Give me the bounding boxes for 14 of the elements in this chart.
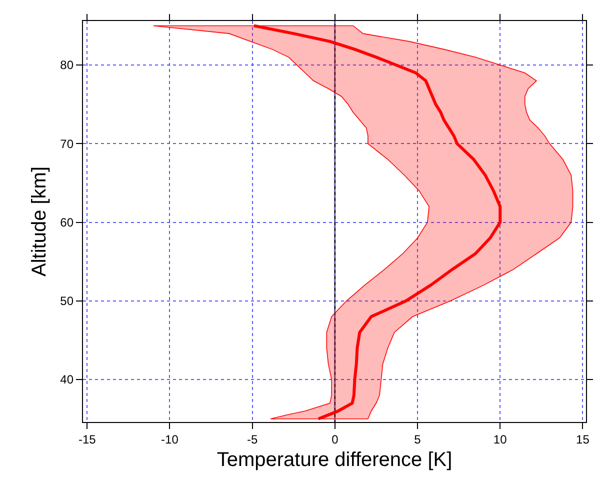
x-axis-title: Temperature difference [K] <box>216 449 452 471</box>
y-tick-label: 50 <box>60 294 74 308</box>
x-tick-label: 15 <box>576 432 590 446</box>
x-tick-label: 5 <box>414 432 422 446</box>
x-tick-label: 10 <box>493 432 508 446</box>
y-tick-label: 70 <box>60 136 74 151</box>
y-tick-label: 80 <box>60 58 74 72</box>
y-tick-label: 60 <box>60 215 74 230</box>
y-axis-title: Altitude [km] <box>28 166 51 277</box>
x-tick-label: -15 <box>78 432 96 446</box>
y-tick-label: 40 <box>60 372 74 387</box>
x-tick-label: -10 <box>161 432 179 446</box>
x-tick-label: -5 <box>246 432 258 446</box>
x-tick-label: 0 <box>332 432 339 446</box>
